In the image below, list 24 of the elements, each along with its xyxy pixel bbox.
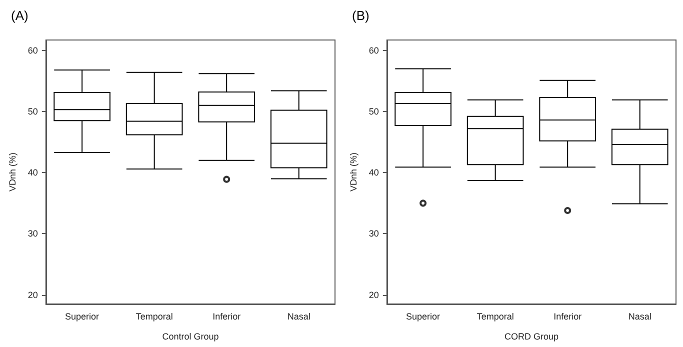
y-axis-title: VDnh (%) bbox=[8, 152, 18, 192]
y-tick-label: 40 bbox=[368, 168, 379, 178]
y-tick-label: 60 bbox=[28, 45, 38, 56]
y-tick-label: 30 bbox=[368, 228, 379, 239]
chart-title: (A) bbox=[11, 8, 28, 23]
y-tick-label: 50 bbox=[28, 106, 38, 116]
x-axis-title: Control Group bbox=[162, 332, 219, 342]
x-tick-label: Nasal bbox=[628, 312, 652, 322]
y-tick-label: 30 bbox=[28, 228, 38, 239]
y-tick-label: 60 bbox=[368, 45, 379, 56]
x-axis-title: CORD Group bbox=[504, 332, 558, 342]
y-tick-label: 50 bbox=[368, 106, 379, 116]
x-tick-label: Superior bbox=[406, 312, 440, 322]
y-tick-label: 40 bbox=[28, 168, 38, 178]
x-tick-label: Temporal bbox=[476, 312, 514, 322]
chart-title: (B) bbox=[352, 8, 370, 23]
x-tick-label: Temporal bbox=[136, 312, 173, 322]
y-tick-label: 20 bbox=[28, 290, 38, 300]
x-tick-label: Superior bbox=[65, 312, 100, 322]
y-axis-title: VDnh (%) bbox=[348, 152, 358, 192]
x-tick-label: Inferior bbox=[554, 312, 582, 322]
x-tick-label: Nasal bbox=[287, 312, 310, 322]
y-tick-label: 20 bbox=[368, 290, 379, 300]
x-tick-label: Inferior bbox=[212, 312, 241, 322]
